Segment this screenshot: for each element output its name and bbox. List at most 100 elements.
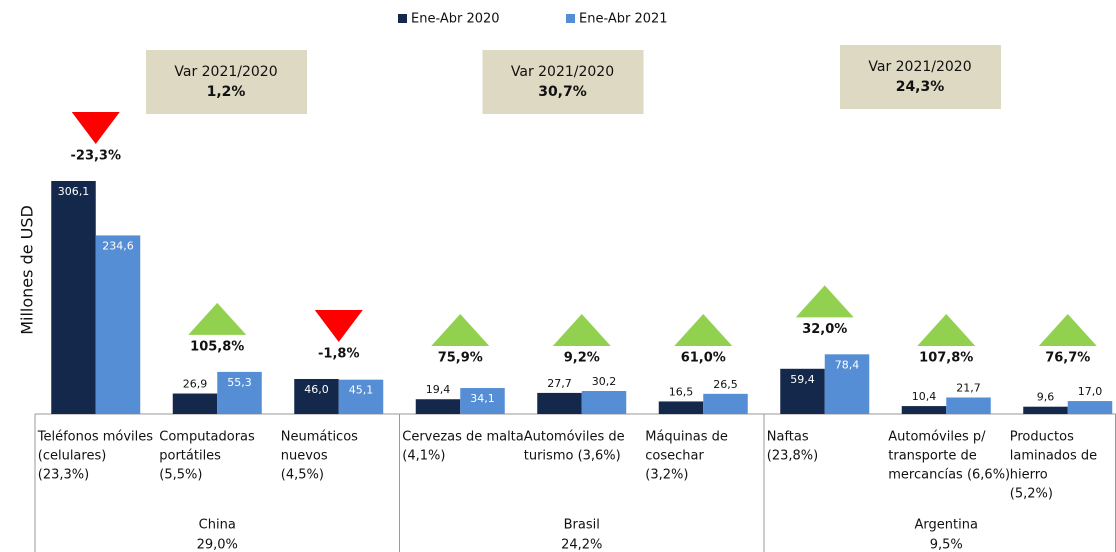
bar	[460, 388, 505, 414]
var-value: 1,2%	[207, 84, 246, 100]
var-box	[482, 50, 644, 114]
x-tick-label: mercancías (6,6%)	[888, 468, 1010, 483]
var-box	[840, 45, 1001, 109]
legend-label: Ene-Abr 2021	[579, 12, 668, 27]
up-triangle	[431, 314, 490, 346]
x-tick-label: (4,5%)	[281, 468, 324, 483]
bar	[51, 181, 96, 414]
change-label: 61,0%	[681, 351, 726, 366]
value-label: 59,4	[790, 373, 815, 386]
x-tick-label: laminados de	[1010, 449, 1097, 464]
bar	[338, 379, 384, 414]
value-label: 10,4	[912, 390, 937, 403]
value-label: 16,5	[669, 385, 694, 398]
up-triangle	[674, 314, 733, 346]
x-tick-label: (23,8%)	[767, 449, 818, 464]
bar	[172, 393, 218, 414]
value-label: 34,1	[470, 392, 495, 405]
x-tick-label: nuevos	[281, 449, 328, 464]
bar	[824, 354, 870, 414]
change-label: 76,7%	[1045, 351, 1090, 366]
down-triangle	[71, 112, 120, 144]
x-tick-label: hierro	[1010, 468, 1048, 483]
bar	[946, 397, 991, 414]
up-triangle	[188, 302, 247, 335]
x-tick-label: Cervezas de malta	[402, 430, 524, 445]
up-triangle	[795, 285, 854, 318]
change-label: 105,8%	[190, 339, 244, 354]
value-label: 27,7	[547, 377, 572, 390]
change-label: 9,2%	[564, 351, 600, 366]
x-tick-label: Automóviles de	[524, 430, 625, 445]
value-label: 306,1	[58, 185, 90, 198]
value-label: 17,0	[1078, 385, 1103, 398]
x-tick-label: transporte de	[888, 449, 976, 464]
change-label: -23,3%	[71, 149, 122, 164]
legend-swatch	[398, 14, 407, 23]
bar	[703, 393, 748, 414]
x-tick-label: Teléfonos móviles	[37, 430, 154, 445]
x-tick-label: (5,5%)	[159, 468, 202, 483]
y-axis-label: Millones de USD	[18, 205, 37, 335]
bar	[537, 392, 582, 414]
bar	[1067, 401, 1113, 414]
value-label: 78,4	[835, 358, 860, 371]
value-label: 26,5	[713, 378, 738, 391]
x-tick-label: turismo (3,6%)	[524, 449, 621, 464]
x-tick-label: (3,2%)	[645, 468, 688, 483]
group-share: 29,0%	[197, 538, 238, 552]
var-value: 24,3%	[896, 79, 945, 95]
change-label: 75,9%	[438, 351, 483, 366]
x-tick-label: Naftas	[767, 430, 809, 445]
up-triangle	[917, 314, 976, 346]
change-label: -1,8%	[318, 346, 359, 361]
value-label: 45,1	[349, 384, 374, 397]
up-triangle	[1038, 314, 1097, 346]
var-box	[146, 50, 307, 114]
bar	[658, 401, 704, 414]
var-title: Var 2021/2020	[511, 64, 614, 80]
bar	[780, 368, 825, 414]
value-label: 30,2	[592, 375, 617, 388]
var-title: Var 2021/2020	[868, 59, 971, 75]
bar	[95, 235, 141, 414]
value-label: 234,6	[102, 239, 134, 252]
x-tick-label: Productos	[1010, 430, 1074, 445]
legend-swatch	[566, 14, 575, 23]
group-share: 9,5%	[930, 538, 963, 552]
value-label: 26,9	[183, 378, 208, 391]
x-tick-label: (4,1%)	[402, 449, 445, 464]
down-triangle	[314, 309, 363, 342]
x-tick-label: (celulares)	[38, 449, 107, 464]
group-name: China	[199, 518, 236, 533]
legend-label: Ene-Abr 2020	[411, 12, 500, 27]
x-tick-label: (5,2%)	[1010, 487, 1053, 502]
x-tick-label: Computadoras	[159, 430, 255, 445]
up-triangle	[552, 314, 611, 346]
value-label: 9,6	[1037, 391, 1055, 404]
x-tick-label: (23,3%)	[38, 468, 89, 483]
change-label: 32,0%	[802, 322, 847, 337]
bar	[415, 399, 461, 414]
x-tick-label: Neumáticos	[281, 430, 358, 445]
var-title: Var 2021/2020	[174, 64, 277, 80]
x-tick-label: cosechar	[645, 449, 704, 464]
value-label: 55,3	[227, 376, 252, 389]
value-label: 19,4	[426, 383, 451, 396]
group-name: Brasil	[564, 518, 600, 533]
bar	[901, 406, 947, 414]
var-value: 30,7%	[538, 84, 587, 100]
change-label: 107,8%	[919, 351, 973, 366]
value-label: 46,0	[304, 383, 329, 396]
bar	[1023, 406, 1068, 414]
x-tick-label: Automóviles p/	[888, 430, 986, 445]
bar	[581, 391, 627, 414]
group-share: 24,2%	[561, 538, 602, 552]
bar	[217, 371, 262, 414]
x-tick-label: Máquinas de	[645, 430, 728, 445]
bar	[294, 378, 339, 414]
value-label: 21,7	[956, 381, 981, 394]
x-tick-label: portátiles	[159, 449, 221, 464]
group-name: Argentina	[915, 518, 978, 533]
